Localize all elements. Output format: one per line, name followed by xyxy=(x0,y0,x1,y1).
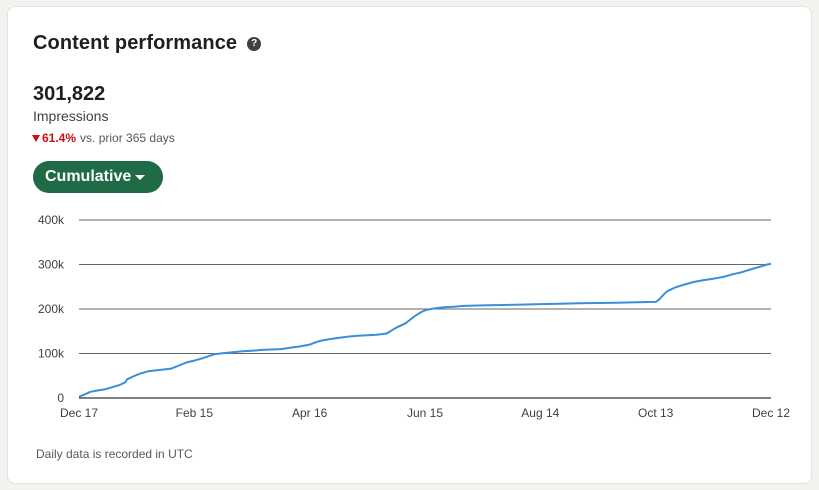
x-tick-label: Jun 15 xyxy=(407,406,443,420)
question-circle-icon[interactable]: ? xyxy=(247,36,262,51)
x-tick-label: Aug 14 xyxy=(521,406,559,420)
x-tick-label: Dec 12 xyxy=(752,406,790,420)
card-title: Content performance xyxy=(33,32,238,54)
caret-down-icon xyxy=(135,174,146,180)
card-header: Content performance ? xyxy=(33,32,262,55)
x-tick-label: Dec 17 xyxy=(60,406,98,420)
x-tick-label: Oct 13 xyxy=(638,406,674,420)
content-performance-card: Content performance ? 301,822 Impression… xyxy=(7,6,812,484)
y-tick-label: 100k xyxy=(38,347,65,361)
change-text: vs. prior 365 days xyxy=(80,131,175,145)
triangle-down-icon xyxy=(32,134,40,142)
impressions-value: 301,822 xyxy=(33,83,106,105)
series-line-0 xyxy=(78,262,772,398)
change-indicator: 61.4% vs. prior 365 days xyxy=(32,131,175,145)
dropdown-label: Cumulative xyxy=(45,168,132,185)
y-tick-label: 400k xyxy=(38,213,65,227)
impressions-chart: 0 100k 200k 300k 400k Dec 17 Feb 15 Apr 16 Jun 1… xyxy=(38,213,790,420)
y-tick-label: 200k xyxy=(38,302,65,316)
impressions-label: Impressions xyxy=(33,108,109,124)
x-tick-label: Feb 15 xyxy=(176,406,214,420)
y-tick-label: 300k xyxy=(38,258,65,272)
x-tick-label: Apr 16 xyxy=(292,406,328,420)
y-tick-label: 0 xyxy=(57,391,64,405)
change-percent: 61.4% xyxy=(42,131,77,145)
cumulative-dropdown[interactable]: Cumulative xyxy=(33,161,164,193)
utc-footnote: Daily data is recorded in UTC xyxy=(36,447,193,461)
